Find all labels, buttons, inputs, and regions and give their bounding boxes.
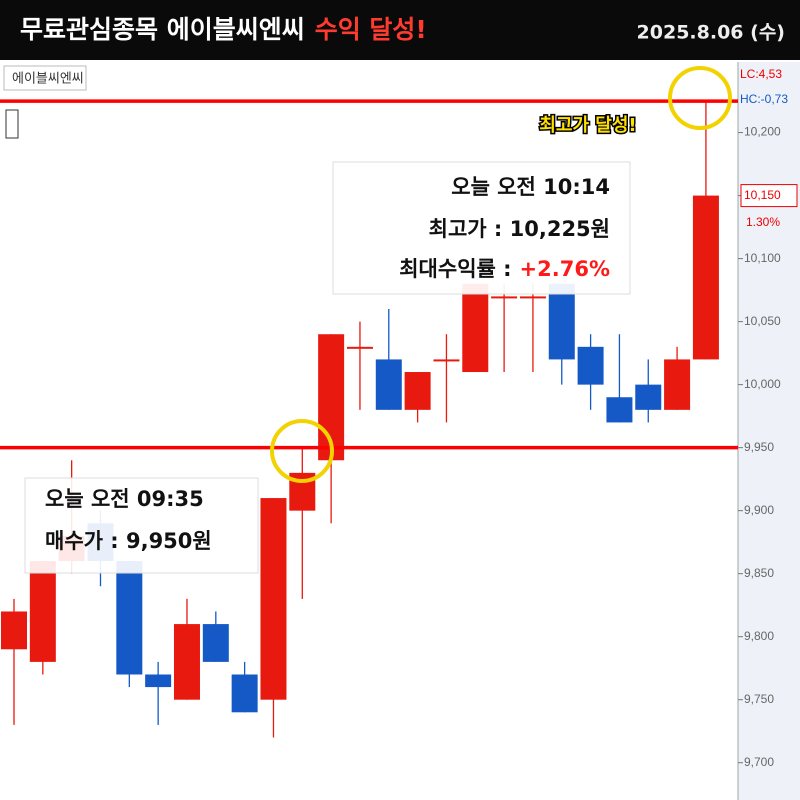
candle-body: [404, 372, 431, 410]
candle-body: [375, 359, 402, 410]
chart-title: 에이블씨엔씨: [12, 72, 84, 87]
y-tick-label: 9,950: [744, 440, 774, 454]
candle-body: [606, 397, 633, 423]
buy-box: [24, 477, 259, 574]
y-tick-label: 10,200: [744, 125, 781, 139]
candle-body: [692, 195, 719, 360]
candle-body: [260, 498, 287, 700]
y-tick-label: 9,700: [744, 755, 774, 769]
candle-body: [433, 359, 460, 362]
title-text: 무료관심종목 에이블씨엔씨: [20, 15, 305, 44]
candle-body: [548, 283, 575, 360]
buy-circle: [270, 419, 334, 483]
chart-title-box: [3, 65, 87, 91]
header-date: 2025.8.06 (수): [637, 22, 785, 44]
candle-body: [231, 674, 258, 713]
header-bar: [0, 0, 800, 60]
candle-body: [173, 624, 200, 700]
candle-body: [1, 611, 27, 650]
high-time: 오늘 오전 10:14: [451, 175, 610, 199]
high-price: 최고가 : 10,225원: [429, 217, 610, 241]
lc-label: LC:4,53: [740, 67, 782, 81]
change-label: 1.30%: [746, 215, 780, 229]
candle-body: [202, 624, 229, 662]
candle-body: [491, 296, 518, 299]
candle-body: [462, 283, 489, 373]
y-tick-label: 9,750: [744, 692, 774, 706]
candle-body: [664, 359, 691, 410]
peak-circle: [668, 66, 732, 130]
axis-bg: [738, 62, 800, 800]
hc-label: HC:-0,73: [740, 92, 788, 106]
candle-body: [635, 384, 662, 410]
return-value: +2.76%: [520, 257, 610, 281]
plot: 9,700 9,750 9,800 9,850 9,900 9,950 10,000 10,0…: [0, 67, 798, 769]
candle-body: [145, 674, 172, 688]
calc-icon: [5, 109, 19, 139]
candle-body: [29, 561, 56, 662]
candle-body: [519, 296, 546, 299]
y-tick-label: 10,000: [744, 377, 781, 391]
last-price-box: [740, 184, 798, 208]
candle-body: [116, 561, 143, 675]
peak-label: 최고가 달성!: [539, 115, 636, 136]
last-price-label: 10,150: [744, 188, 781, 202]
y-tick-label: 9,900: [744, 503, 774, 517]
candle-body: [346, 346, 373, 349]
title-highlight: 수익 달성!: [315, 15, 427, 44]
y-tick-label: 9,800: [744, 629, 774, 643]
buy-time: 오늘 오전 09:35: [45, 487, 204, 511]
buy-price: 매수가 : 9,950원: [45, 529, 212, 553]
return-line: 최대수익률 : +2.76%: [399, 257, 610, 281]
header-title: 무료관심종목 에이블씨엔씨 수익 달성!: [20, 15, 427, 44]
y-tick-label: 9,850: [744, 566, 774, 580]
y-tick-label: 10,100: [744, 251, 781, 265]
y-tick-label: 10,050: [744, 314, 781, 328]
return-label: 최대수익률 :: [399, 257, 511, 281]
high-box: [332, 161, 631, 295]
candle-body: [577, 346, 604, 385]
